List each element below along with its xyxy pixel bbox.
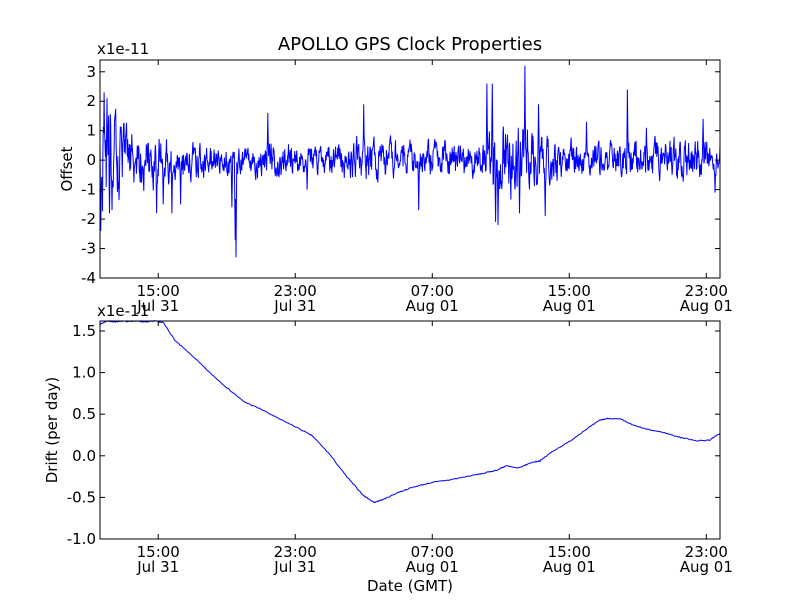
drift-y-tick-label: 1.5 [72,322,96,340]
drift-y-tick-label: 1.0 [72,364,96,382]
offset-x-tick-label-date: Aug 01 [680,297,733,315]
offset-x-tick-label-time: 23:00 [685,282,728,300]
offset-y-tick-label: -3 [81,240,96,258]
offset-series-line [99,65,721,258]
offset-x-tick-label-date: Jul 31 [136,297,179,315]
offset-x-tick-label-date: Aug 01 [406,297,459,315]
drift-x-tick-label-date: Aug 01 [680,558,733,576]
offset-x-tick-label-time: 23:00 [274,282,317,300]
offset-y-tick-label: 2 [86,92,96,110]
drift-y-tick-label: -0.5 [67,488,96,506]
drift-x-axis-label: Date (GMT) [367,577,453,595]
drift-y-ticks: -1.0 -0.5 0.0 0.5 1.0 1.5 [67,322,720,548]
drift-x-tick-label-time: 23:00 [274,543,317,561]
drift-x-tick-label-date: Jul 31 [273,558,316,576]
chart-title: APOLLO GPS Clock Properties [278,34,542,55]
drift-x-tick-label-time: 15:00 [548,543,591,561]
drift-series-group [99,319,721,504]
offset-y-tick-label: 0 [86,151,96,169]
drift-y-tick-label: -1.0 [67,530,96,548]
drift-series-line [99,319,721,504]
offset-y-tick-label: 3 [86,63,96,81]
drift-multiplier-label: x1e-11 [97,302,149,320]
offset-axes-frame [99,59,721,279]
offset-multiplier-label: x1e-11 [97,40,149,58]
offset-x-tick-label-time: 15:00 [137,282,180,300]
offset-y-axis-label: Offset [58,146,76,191]
offset-x-tick-label-date: Aug 01 [543,297,596,315]
drift-y-tick-label: 0.5 [72,405,96,423]
offset-x-tick-label-date: Jul 31 [273,297,316,315]
offset-y-tick-label: -2 [81,210,96,228]
offset-y-ticks: -4 -3 -2 -1 0 1 2 3 [81,63,720,287]
offset-x-tick-label-time: 15:00 [548,282,591,300]
drift-x-tick-label-time: 23:00 [685,543,728,561]
drift-x-tick-label-date: Aug 01 [543,558,596,576]
offset-y-tick-label: -4 [81,269,96,287]
offset-series-group [99,65,721,258]
drift-x-tick-label-date: Aug 01 [406,558,459,576]
drift-x-tick-label-date: Jul 31 [136,558,179,576]
drift-y-axis-label: Drift (per day) [43,377,61,484]
offset-y-tick-label: 1 [86,122,96,140]
drift-y-tick-label: 0.0 [72,447,96,465]
drift-axes-frame [99,320,721,540]
drift-x-tick-label-time: 15:00 [137,543,180,561]
drift-x-tick-label-time: 07:00 [411,543,454,561]
offset-y-tick-label: -1 [81,181,96,199]
offset-x-tick-label-time: 07:00 [411,282,454,300]
